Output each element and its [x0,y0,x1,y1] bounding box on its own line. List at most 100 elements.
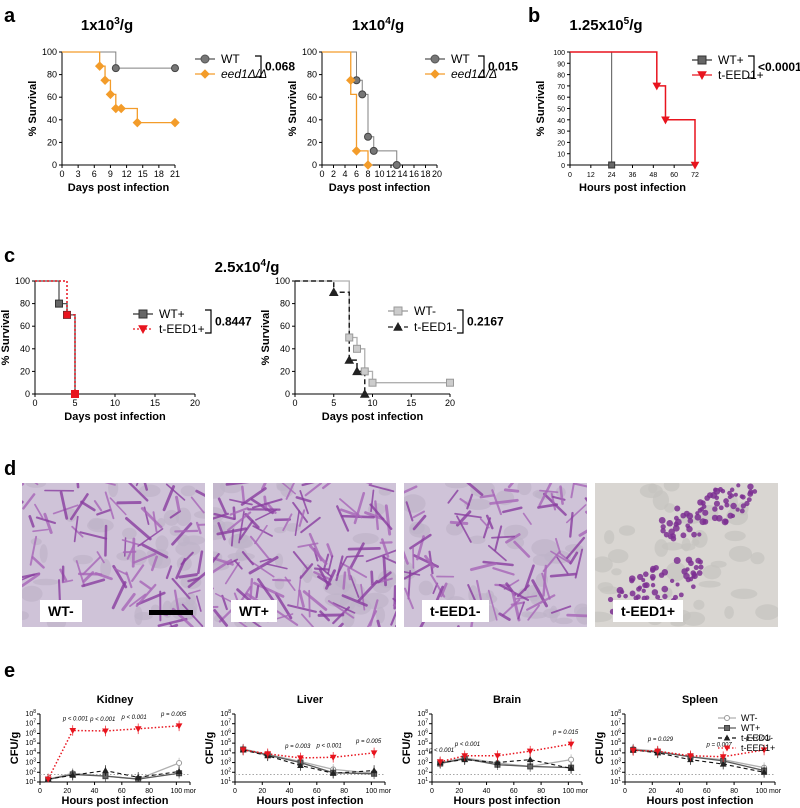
yeast-cell [723,518,729,525]
hypha [31,556,45,569]
yeast-cell [683,510,690,517]
legend-wt-a1-marker [200,54,210,64]
hypha [93,500,103,512]
point-wt [364,132,372,141]
cfu-point-t-EED1+ [370,750,378,757]
y-tick-label: 108 [220,709,231,718]
yeast-cell [642,582,648,589]
cfu-point-t-EED1- [102,767,109,774]
hypha [539,489,559,494]
hypha [566,504,587,524]
point-wtminus [446,378,454,387]
hypha [300,516,321,534]
yeast-cell [693,565,699,571]
yeast-cell [712,506,718,512]
y-tick-label: 20 [307,137,317,147]
y-tick-label: 101 [220,777,231,786]
y-tick-label: 40 [47,115,57,125]
yeast-cell [675,582,680,587]
yeast-cell [685,567,690,572]
cfu-pvalue: p = 0.005 [160,712,187,718]
x-tick-label: 12 [587,172,595,179]
tissue-cell [464,498,492,510]
legend-teed1plus-c-marker [138,325,148,335]
y-tick-label: 105 [417,738,428,747]
y-tick-label: 107 [25,719,36,728]
cfu-pvalue: p < 0.001 [315,743,341,749]
tissue-cell [219,483,244,494]
cfu-point-t-EED1+ [297,755,304,762]
histology-teed1-minus: t-EED1- [404,483,587,627]
yeast-cell [660,524,666,530]
hypha [549,572,577,578]
hypha [404,485,418,494]
x-tick-label: 20 [455,788,463,795]
tissue-cell [521,611,533,618]
hypha [302,590,328,611]
hypha [178,573,198,579]
hypha [332,602,356,614]
hypha [240,487,267,506]
hypha [321,483,332,490]
a2-bracket [478,55,485,78]
y-tick-label: 60 [557,95,565,102]
yeast-cell [690,584,696,590]
legend-wt-a2-marker [430,54,440,64]
cfu-point-t-EED1+ [239,747,247,754]
histology-label: t-EED1- [422,600,489,622]
hypha [127,483,149,502]
point-wtminus [345,333,354,342]
hypha [466,493,474,510]
y-tick-label: 70 [557,84,565,91]
cfu-point-t-EED1- [175,767,183,775]
x-tick-label: 20 [432,169,442,179]
title-c: 2.5x104/g [215,258,280,276]
yeast-cell [727,490,732,496]
y-tick-label: 104 [417,748,428,757]
x-tick-label: mor [769,788,782,795]
tissue-cell [665,561,687,582]
tissue-cell [702,564,722,580]
x-tick-label: 60 [670,172,678,179]
yeast-cell [697,499,704,506]
panel-label-e: e [4,660,15,682]
yeast-cell [739,508,745,514]
x-tick-label: 80 [145,788,153,795]
hypha [255,585,260,599]
c1-bracket [205,309,212,334]
tissue-cell [724,530,746,542]
x-axis-label: Hours post infection [579,182,686,194]
cfu-title-liver: Liver [297,694,324,706]
x-axis-label: Days post infection [68,182,170,194]
survival-line-eed1 [62,51,175,124]
hypha [32,528,49,533]
histology-label: WT- [40,600,82,622]
y-axis-label: % Survival [287,81,299,137]
point-wtminus [353,344,361,353]
hypha [569,511,574,538]
y-tick-label: 105 [610,738,621,747]
cfu-point-WT- [568,756,575,763]
tissue-cell [750,552,765,565]
y-tick-label: 0 [312,160,317,170]
cfu-point-t-EED1+ [69,728,77,735]
histology-image [22,483,205,627]
y-tick-label: 60 [20,321,30,331]
hypha [384,504,392,536]
y-tick-label: 0 [561,163,565,170]
hypha [171,577,191,600]
hypha [227,511,252,532]
hypha [76,483,80,489]
hypha [487,589,498,621]
yeast-cell [658,516,666,524]
hypha [35,516,57,525]
hypha [254,524,268,545]
y-tick-label: 101 [417,777,428,786]
hypha [376,619,381,627]
hypha [28,515,35,528]
hypha [43,512,53,535]
point-wt [369,146,378,155]
hypha [578,529,587,537]
survival-line-wtplus [35,280,76,394]
tissue-cell [108,483,119,498]
